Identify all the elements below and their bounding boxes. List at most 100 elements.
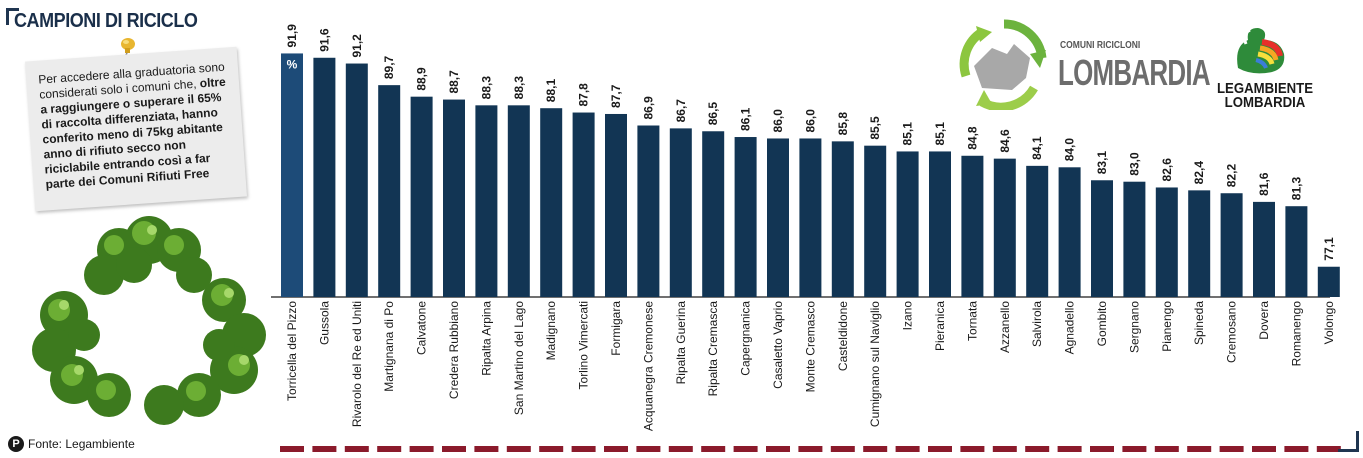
bar bbox=[896, 151, 919, 297]
bar-value-label: 85,1 bbox=[933, 122, 947, 146]
publisher-logo-icon: P bbox=[8, 436, 24, 452]
category-marker bbox=[895, 446, 920, 452]
bar-value-label: 84,0 bbox=[1063, 138, 1077, 162]
bar-value-label: 84,8 bbox=[965, 126, 979, 150]
legambiente-label-line2: LOMBARDIA bbox=[1224, 94, 1306, 111]
category-marker bbox=[344, 446, 369, 452]
bar-value-label: 88,7 bbox=[447, 70, 461, 94]
legambiente-label-line1: LEGAMBIENTE bbox=[1216, 80, 1314, 97]
category-marker bbox=[1187, 446, 1212, 452]
category-marker bbox=[733, 446, 758, 452]
bar-value-label: 86,5 bbox=[706, 102, 720, 126]
category-marker bbox=[636, 446, 661, 452]
category-marker bbox=[312, 446, 337, 452]
bar bbox=[1317, 266, 1340, 297]
category-label: Acquanegra Cremonese bbox=[641, 301, 655, 431]
category-label: Pieranica bbox=[933, 301, 947, 351]
category-marker bbox=[863, 446, 888, 452]
bar-value-label: 86,9 bbox=[641, 96, 655, 120]
bar-value-label: 86,1 bbox=[739, 107, 753, 131]
category-label: Gussola bbox=[317, 301, 331, 345]
bar-value-label: 82,2 bbox=[1225, 164, 1239, 188]
bar bbox=[281, 53, 303, 297]
category-label: Torricella del Pizzo bbox=[285, 301, 299, 401]
category-label: Calvatone bbox=[415, 301, 429, 355]
corner-bracket-top-left bbox=[6, 8, 19, 25]
category-label: Cremosano bbox=[1225, 301, 1239, 363]
category-marker bbox=[442, 446, 466, 452]
category-label: Madignano bbox=[544, 301, 558, 361]
bar bbox=[929, 151, 951, 297]
lombardia-label: LOMBARDIA bbox=[1058, 52, 1211, 93]
bar-value-label: 85,1 bbox=[901, 122, 915, 146]
category-label: Rivarolo del Re ed Uniti bbox=[350, 301, 364, 427]
bar-value-label: 83,0 bbox=[1127, 152, 1141, 176]
category-marker bbox=[1284, 446, 1309, 452]
recycle-trees-image bbox=[32, 216, 266, 425]
bar bbox=[345, 63, 368, 297]
category-marker bbox=[668, 446, 693, 452]
category-marker bbox=[1219, 446, 1244, 452]
bar-value-label: 81,3 bbox=[1289, 177, 1303, 201]
bar bbox=[1188, 190, 1211, 297]
category-marker bbox=[1090, 446, 1114, 452]
bar bbox=[1155, 187, 1178, 297]
bar bbox=[475, 105, 498, 297]
category-marker bbox=[1122, 446, 1147, 452]
bar bbox=[767, 138, 789, 297]
category-marker bbox=[830, 446, 855, 452]
category-label: Torlino Vimercati bbox=[577, 301, 591, 389]
bar-value-label: 85,5 bbox=[868, 116, 882, 140]
category-marker bbox=[1252, 446, 1276, 452]
category-marker bbox=[992, 446, 1017, 452]
bar bbox=[799, 138, 822, 297]
category-label: Sergnano bbox=[1127, 301, 1141, 353]
category-label: Monte Cremasco bbox=[803, 301, 817, 393]
category-marker bbox=[1025, 446, 1050, 452]
bar bbox=[1285, 206, 1308, 297]
bar-value-label: 91,6 bbox=[317, 28, 331, 52]
bar-value-label: 85,8 bbox=[836, 112, 850, 136]
legambiente-lombardia-label: LEGAMBIENTE LOMBARDIA bbox=[1212, 80, 1318, 111]
category-label: Pianengo bbox=[1160, 301, 1174, 352]
bar bbox=[1220, 193, 1243, 297]
category-label: Izano bbox=[901, 301, 915, 331]
source-note: P Fonte: Legambiente bbox=[8, 436, 135, 452]
bar bbox=[831, 141, 854, 297]
category-marker bbox=[377, 446, 402, 452]
bar-value-label: 88,1 bbox=[544, 79, 558, 103]
bar bbox=[540, 108, 563, 298]
bar bbox=[378, 85, 401, 297]
category-marker bbox=[604, 446, 628, 452]
category-label: Volongo bbox=[1322, 301, 1336, 345]
category-label: Ripalta Cremasca bbox=[706, 301, 720, 397]
bar bbox=[864, 145, 887, 297]
bar bbox=[961, 155, 984, 297]
category-label: Credera Rubbiano bbox=[447, 301, 461, 399]
category-label: Cumignano sul Naviglio bbox=[868, 301, 882, 427]
category-marker bbox=[539, 446, 564, 452]
category-marker bbox=[409, 446, 434, 452]
bar-value-label: 87,8 bbox=[577, 83, 591, 107]
bar bbox=[669, 128, 692, 297]
category-label: Formigara bbox=[609, 301, 623, 356]
comuni-ricicloni-label: COMUNI RICICLONI bbox=[1060, 40, 1141, 51]
category-marker bbox=[280, 446, 304, 452]
bar bbox=[1253, 201, 1275, 297]
bar-value-label: 81,6 bbox=[1257, 172, 1271, 196]
category-label: Salvirola bbox=[1030, 301, 1044, 347]
category-label: Spineda bbox=[1192, 301, 1206, 345]
bar bbox=[443, 99, 465, 297]
bar-value-label: 91,9 bbox=[285, 24, 299, 48]
category-label: Tornata bbox=[965, 301, 979, 341]
bar bbox=[1026, 165, 1049, 297]
bar-value-label: 89,7 bbox=[382, 55, 396, 79]
bar bbox=[1058, 167, 1081, 297]
corner-bracket-bottom-right bbox=[1338, 431, 1359, 452]
bar bbox=[734, 137, 757, 297]
bar-value-label: 88,3 bbox=[479, 76, 493, 100]
category-marker bbox=[1316, 446, 1341, 452]
category-label: Ripalta Guerina bbox=[674, 301, 688, 385]
bar-value-label: 77,1 bbox=[1322, 237, 1336, 261]
